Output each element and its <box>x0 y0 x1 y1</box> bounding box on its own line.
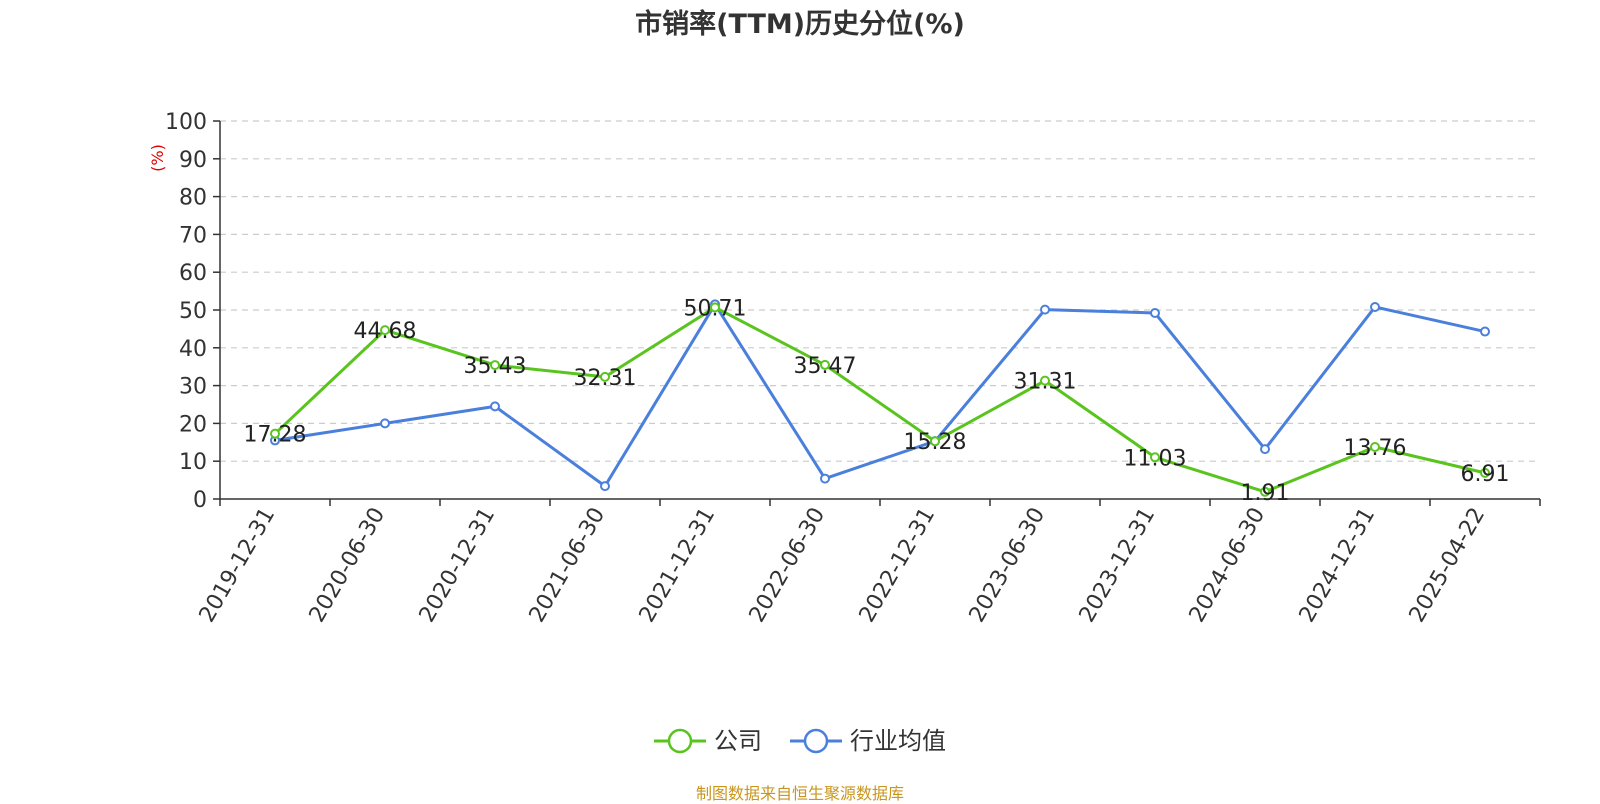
y-tick-label: 40 <box>179 337 207 362</box>
x-tick-label: 2021-12-31 <box>635 504 721 627</box>
y-tick-label: 100 <box>165 110 207 135</box>
legend-label: 公司 <box>714 727 762 755</box>
data-point[interactable] <box>490 401 500 412</box>
data-label: 17.28 <box>244 423 307 448</box>
data-point[interactable] <box>380 418 390 429</box>
x-tick-label: 2024-06-30 <box>1185 504 1271 627</box>
data-point[interactable] <box>1260 486 1270 497</box>
y-tick-label: 90 <box>179 148 207 173</box>
data-label: 44.68 <box>354 319 417 344</box>
y-tick-label: 10 <box>179 450 207 475</box>
x-tick-label: 2020-12-31 <box>415 504 501 627</box>
y-tick-label: 20 <box>179 412 207 437</box>
data-point[interactable] <box>930 436 940 447</box>
y-tick-label: 80 <box>179 186 207 211</box>
x-tick-label: 2021-06-30 <box>525 504 611 627</box>
legend-circle-icon <box>667 728 693 754</box>
series-line <box>274 302 1486 488</box>
legend-item[interactable]: 行业均值 <box>790 727 946 755</box>
y-axis-label: (%) <box>148 144 167 172</box>
data-point[interactable] <box>1480 326 1490 337</box>
y-tick-label: 50 <box>179 299 207 324</box>
data-point[interactable] <box>1370 441 1380 452</box>
data-point[interactable] <box>710 302 720 313</box>
y-tick-label: 60 <box>179 261 207 286</box>
x-tick-label: 2022-06-30 <box>745 504 831 627</box>
data-point[interactable] <box>600 371 610 382</box>
data-point[interactable] <box>1040 304 1050 315</box>
data-label: 11.03 <box>1124 446 1187 471</box>
legend[interactable]: 公司 行业均值 <box>654 727 946 755</box>
data-point[interactable] <box>1150 452 1160 463</box>
series-line <box>273 305 1486 494</box>
data-labels: 17.28 44.68 35.43 32.31 50.71 35.47 15.28 31.31… <box>244 296 1510 505</box>
y-tick-label: 30 <box>179 375 207 400</box>
x-tick-label: 2025-04-22 <box>1405 504 1491 627</box>
x-tick-label: 2022-12-31 <box>855 504 941 627</box>
data-point[interactable] <box>1370 301 1380 312</box>
data-label: 35.43 <box>464 354 527 379</box>
data-point[interactable] <box>1260 444 1270 455</box>
data-point[interactable] <box>1040 375 1050 386</box>
legend-item[interactable]: 公司 <box>654 727 762 755</box>
data-point[interactable] <box>600 481 610 492</box>
data-label: 15.28 <box>904 430 967 455</box>
data-label: 6.91 <box>1461 462 1510 487</box>
y-tick-label: 0 <box>193 488 207 513</box>
legend-circle-icon <box>803 728 829 754</box>
y-tick-label: 70 <box>179 223 207 248</box>
data-label: 35.47 <box>794 354 857 379</box>
data-point[interactable] <box>490 360 500 371</box>
data-point[interactable] <box>1150 308 1160 319</box>
x-tick-label: 2024-12-31 <box>1295 504 1381 627</box>
x-tick-label: 2020-06-30 <box>305 504 391 627</box>
data-point[interactable] <box>380 325 390 336</box>
x-tick-label: 2019-12-31 <box>195 504 281 627</box>
data-point[interactable] <box>820 473 830 484</box>
legend-label: 行业均值 <box>850 727 946 755</box>
data-point[interactable] <box>1480 467 1490 478</box>
x-tick-label: 2023-06-30 <box>965 504 1051 627</box>
grid-lines <box>220 120 1540 462</box>
data-label: 1.91 <box>1241 481 1290 506</box>
source-note: 制图数据来自恒生聚源数据库 <box>695 784 904 803</box>
data-point[interactable] <box>270 428 280 439</box>
data-label: 31.31 <box>1014 370 1077 395</box>
series-lines <box>270 299 1490 497</box>
chart-title: 市销率(TTM)历史分位(%) <box>635 9 965 40</box>
data-point[interactable] <box>820 359 830 370</box>
x-tick-label: 2023-12-31 <box>1075 504 1161 627</box>
data-label: 50.71 <box>684 296 747 321</box>
data-label: 32.31 <box>574 366 637 391</box>
data-label: 13.76 <box>1344 436 1407 461</box>
